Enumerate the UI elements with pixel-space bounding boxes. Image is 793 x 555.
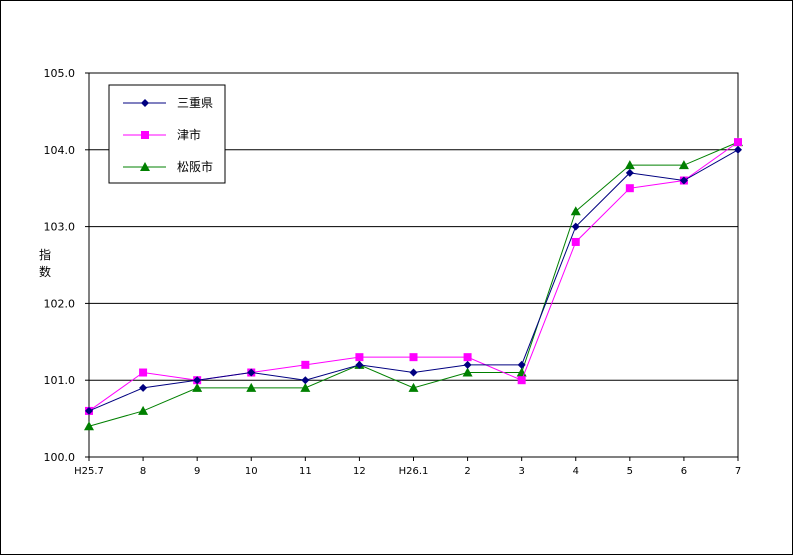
data-point-square — [301, 360, 310, 369]
series-1 — [85, 145, 742, 415]
data-point-triangle — [678, 160, 689, 170]
data-point-triangle — [624, 160, 635, 170]
data-point-triangle — [140, 162, 150, 171]
legend-label: 三重県 — [177, 96, 213, 110]
x-tick-label: 4 — [573, 466, 579, 477]
y-tick-label: 103.0 — [44, 221, 76, 234]
x-tick-label: 9 — [194, 466, 200, 477]
data-point-diamond — [734, 145, 742, 154]
y-tick-label: 105.0 — [44, 67, 76, 80]
data-point-diamond — [247, 368, 256, 377]
x-tick-label: 11 — [299, 466, 312, 477]
data-point-diamond — [301, 376, 310, 385]
data-point-square — [409, 353, 418, 362]
x-tick-label: 8 — [140, 466, 146, 477]
data-point-square — [517, 376, 526, 385]
data-point-diamond — [355, 360, 364, 369]
data-point-diamond — [679, 176, 688, 185]
y-tick-label: 102.0 — [44, 297, 76, 310]
data-point-square — [625, 184, 634, 193]
x-tick-label: 10 — [245, 466, 258, 477]
data-point-diamond — [85, 406, 93, 415]
data-point-diamond — [409, 368, 418, 377]
y-axis-label-char: 数 — [39, 264, 51, 279]
legend-label: 津市 — [177, 127, 201, 142]
data-point-diamond — [193, 376, 202, 385]
y-tick-label: 100.0 — [44, 451, 76, 464]
data-point-diamond — [141, 99, 149, 107]
y-axis-ticks: 100.0 101.0 102.0 103.0 104.0 105.0 — [44, 67, 89, 464]
y-tick-label: 104.0 — [44, 144, 76, 157]
data-point-diamond — [139, 383, 148, 392]
x-tick-label: 5 — [627, 466, 633, 477]
data-point-square — [141, 131, 149, 139]
x-axis-ticks: H25.7 8 9 10 11 12 H26.1 2 3 4 5 6 7 — [74, 457, 741, 477]
x-tick-label: 6 — [681, 466, 687, 477]
data-point-triangle — [408, 382, 419, 392]
y-axis-label: 指数 — [39, 247, 51, 279]
data-point-square — [734, 138, 742, 147]
data-point-triangle — [462, 367, 473, 377]
data-point-diamond — [463, 360, 472, 369]
data-point-triangle — [84, 421, 94, 431]
data-point-diamond — [517, 360, 526, 369]
data-point-triangle — [300, 382, 311, 392]
data-point-diamond — [625, 168, 634, 177]
data-point-square — [571, 237, 580, 246]
data-point-triangle — [138, 405, 149, 415]
y-tick-label: 101.0 — [44, 374, 76, 387]
data-point-square — [139, 368, 148, 377]
x-tick-label: 3 — [518, 466, 524, 477]
data-point-triangle — [570, 206, 581, 216]
x-tick-label: H26.1 — [399, 466, 429, 477]
data-point-triangle — [246, 382, 257, 392]
data-point-diamond — [571, 222, 580, 231]
y-axis-label-char: 指 — [39, 247, 51, 262]
series-group — [84, 137, 743, 431]
x-tick-label: 12 — [353, 466, 366, 477]
data-point-triangle — [192, 382, 203, 392]
x-tick-label: H25.7 — [74, 466, 104, 477]
legend-label: 松阪市 — [177, 159, 213, 174]
x-tick-label: 7 — [735, 466, 741, 477]
x-tick-label: 2 — [464, 466, 470, 477]
data-point-square — [355, 353, 364, 362]
data-point-square — [463, 353, 472, 362]
